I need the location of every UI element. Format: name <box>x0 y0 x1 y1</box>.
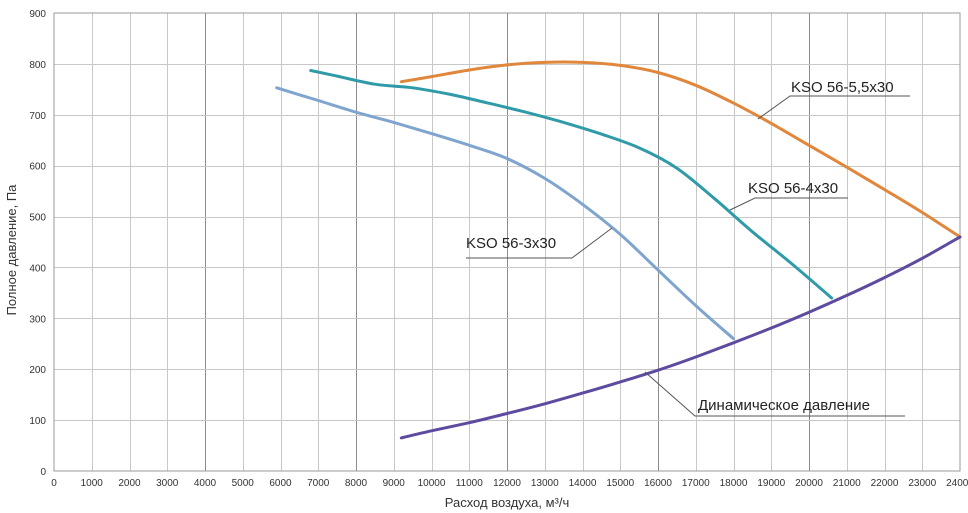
series-line-2 <box>275 86 735 341</box>
x-tick-label: 13000 <box>531 478 559 489</box>
y-tick-label: 600 <box>29 162 46 173</box>
x-tick-label: 10000 <box>418 478 446 489</box>
x-tick-label: 6000 <box>269 478 292 489</box>
x-tick-label: 11000 <box>456 478 484 489</box>
x-axis-label: Расход воздуха, м³/ч <box>445 495 570 510</box>
x-tick-label: 21000 <box>833 478 861 489</box>
leader-kso-3x30 <box>466 227 613 259</box>
label-kso-4x30: KSO 56-4x30 <box>748 180 838 197</box>
leader-dynamic-pressure <box>644 371 905 417</box>
series-line-1 <box>309 69 834 300</box>
x-tick-label: 12000 <box>493 478 521 489</box>
x-tick-label: 22000 <box>871 478 899 489</box>
leader-kso-5-5x30 <box>757 95 910 120</box>
x-tick-label: 17000 <box>682 478 710 489</box>
label-kso-5-5x30: KSO 56-5,5x30 <box>791 79 894 96</box>
x-tick-label: 23000 <box>908 478 936 489</box>
x-tick-label: 3000 <box>156 478 179 489</box>
x-tick-label: 4000 <box>194 478 217 489</box>
y-tick-label: 100 <box>29 416 46 427</box>
x-tick-label: 8000 <box>345 478 368 489</box>
series-line-0 <box>399 60 962 239</box>
y-tick-label: 800 <box>29 60 46 71</box>
y-tick-label: 500 <box>29 213 46 224</box>
series-line-3 <box>399 235 962 440</box>
x-tick-label: 5000 <box>232 478 255 489</box>
x-tick-label: 14000 <box>569 478 597 489</box>
x-tick-label: 0 <box>51 478 57 489</box>
x-tick-label: 7000 <box>307 478 330 489</box>
y-tick-label: 200 <box>29 365 46 376</box>
label-dynamic-pressure: Динамическое давление <box>698 397 870 414</box>
x-tick-label: 15000 <box>606 478 634 489</box>
y-tick-label: 300 <box>29 314 46 325</box>
x-tick-label: 18000 <box>720 478 748 489</box>
y-tick-label: 0 <box>40 467 46 478</box>
label-kso-3x30: KSO 56-3x30 <box>466 235 556 252</box>
leader-kso-4x30 <box>729 197 848 211</box>
x-tick-label: 2000 <box>118 478 141 489</box>
y-tick-label: 900 <box>29 9 46 20</box>
x-tick-label: 16000 <box>644 478 672 489</box>
y-tick-label: 400 <box>29 263 46 274</box>
x-tick-label: 9000 <box>383 478 406 489</box>
x-tick-label: 20000 <box>795 478 823 489</box>
plot-frame <box>53 12 961 472</box>
y-tick-label: 700 <box>29 111 46 122</box>
x-tick-label: 1000 <box>81 478 104 489</box>
x-tick-label: 19000 <box>757 478 785 489</box>
y-axis-label: Полное давление, Па <box>4 184 19 316</box>
tick-labels: 0 1000 2000 3000 4000 5000 6000 7000 8000 9000 100… <box>29 9 968 489</box>
curves <box>275 60 962 440</box>
